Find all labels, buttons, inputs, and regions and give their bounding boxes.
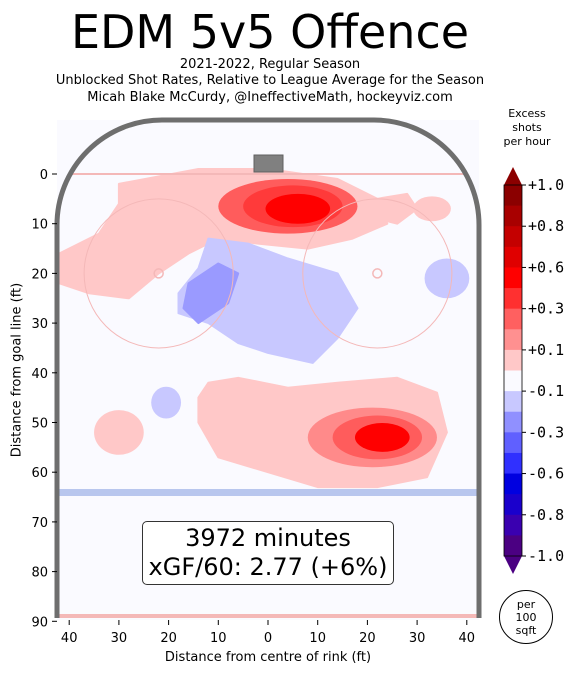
negative-region-small bbox=[151, 386, 182, 419]
colorbar-band bbox=[504, 432, 522, 454]
y-tick-label: 40 bbox=[31, 367, 48, 382]
colorbar-band bbox=[504, 411, 522, 433]
colorbar: +1.0 +0.8 +0.6 +0.3 +0.1 -0.1 -0.3 -0.6 -0.8 -1.0 bbox=[503, 167, 564, 574]
chart-title: EDM 5v5 Offence bbox=[70, 5, 470, 59]
faceoff-dot bbox=[153, 268, 164, 279]
xgf-text: xGF/60: 2.77 (+6%) bbox=[148, 553, 388, 581]
colorbar-band bbox=[504, 391, 522, 413]
colorbar-band bbox=[504, 494, 522, 516]
negative-contour-mid bbox=[182, 262, 240, 325]
x-axis-label: Distance from centre of rink (ft) bbox=[164, 650, 372, 665]
centre-line bbox=[57, 614, 479, 618]
colorbar-band bbox=[504, 246, 522, 268]
axes: 0 10 20 30 40 50 60 70 80 90 40 30 20 10 0 10 20 30 40 bbox=[31, 168, 475, 646]
y-tick-label: 70 bbox=[31, 516, 48, 531]
colorbar-tick-label: -0.3 bbox=[528, 423, 564, 441]
colorbar-max-arrow bbox=[504, 167, 522, 185]
colorbar-title-line: per hour bbox=[503, 135, 551, 148]
colorbar-band bbox=[504, 514, 522, 536]
faceoff-dot bbox=[372, 268, 383, 279]
colorbar-tick-label: +1.0 bbox=[528, 176, 564, 194]
x-tick-label: 10 bbox=[210, 631, 227, 646]
per-area-line: sqft bbox=[515, 624, 537, 637]
shot-density-layer bbox=[58, 168, 470, 489]
minutes-text: 3972 minutes bbox=[185, 524, 351, 552]
per-area-line: 100 bbox=[515, 611, 537, 624]
positive-region-bottom-left bbox=[94, 410, 144, 455]
board-outline bbox=[54, 117, 482, 618]
faceoff-circle bbox=[302, 198, 453, 349]
colorbar-band bbox=[504, 535, 522, 557]
colorbar-tick-label: -0.6 bbox=[528, 465, 564, 483]
colorbar-tick-label: -1.0 bbox=[528, 547, 564, 565]
y-tick-label: 80 bbox=[31, 566, 48, 581]
colorbar-band bbox=[504, 185, 522, 207]
colorbar-tick-label: +0.1 bbox=[528, 341, 564, 359]
x-tick-label: 10 bbox=[309, 631, 326, 646]
x-tick-label: 40 bbox=[61, 631, 78, 646]
negative-region-right bbox=[424, 258, 470, 299]
y-axis-label: Distance from goal line (ft) bbox=[9, 282, 25, 458]
colorbar-frame bbox=[503, 184, 523, 557]
colorbar-band bbox=[504, 308, 522, 330]
x-tick-label: 20 bbox=[359, 631, 376, 646]
rink-markings bbox=[57, 154, 479, 618]
x-tick-label: 30 bbox=[409, 631, 426, 646]
rink-boards bbox=[54, 117, 482, 618]
y-tick-label: 10 bbox=[31, 218, 48, 233]
colorbar-band bbox=[504, 473, 522, 495]
colorbar-title: Excess shots per hour bbox=[500, 107, 554, 149]
colorbar-band bbox=[504, 205, 522, 227]
blue-line bbox=[57, 489, 479, 496]
y-tick-label: 30 bbox=[31, 317, 48, 332]
colorbar-band bbox=[504, 288, 522, 310]
positive-region-top-right bbox=[376, 192, 419, 225]
y-tick-label: 60 bbox=[31, 466, 48, 481]
colorbar-tick-label: -0.1 bbox=[528, 382, 564, 400]
positive-region-small bbox=[413, 196, 451, 222]
x-tick-label: 40 bbox=[459, 631, 476, 646]
subtitle-season: 2021-2022, Regular Season bbox=[179, 57, 361, 72]
colorbar-band bbox=[504, 329, 522, 351]
x-tick-label: 0 bbox=[264, 631, 272, 646]
colorbar-band bbox=[504, 267, 522, 289]
colorbar-band bbox=[504, 349, 522, 371]
colorbar-band bbox=[504, 370, 522, 392]
goal-net bbox=[253, 154, 284, 173]
y-tick-label: 0 bbox=[40, 168, 48, 183]
colorbar-tick-label: -0.8 bbox=[528, 506, 564, 524]
y-tick-label: 20 bbox=[31, 267, 48, 282]
colorbar-title-line: shots bbox=[512, 121, 542, 134]
y-tick-label: 50 bbox=[31, 417, 48, 432]
colorbar-min-arrow bbox=[504, 556, 522, 574]
per-area-badge: per 100 sqft bbox=[499, 590, 553, 644]
positive-contour-core bbox=[265, 193, 331, 224]
x-tick-label: 20 bbox=[160, 631, 177, 646]
x-tick-label: 30 bbox=[111, 631, 128, 646]
colorbar-title-line: Excess bbox=[508, 107, 546, 120]
summary-box: 3972 minutes xGF/60: 2.77 (+6%) bbox=[142, 521, 394, 585]
faceoff-circle bbox=[83, 198, 234, 349]
y-tick-label: 90 bbox=[31, 615, 48, 630]
colorbar-tick-label: +0.6 bbox=[528, 258, 564, 276]
subtitle-author: Micah Blake McCurdy, @IneffectiveMath, h… bbox=[87, 90, 453, 105]
per-area-line: per bbox=[516, 598, 536, 611]
colorbar-band bbox=[504, 226, 522, 248]
colorbar-tick-label: +0.8 bbox=[528, 217, 564, 235]
colorbar-band bbox=[504, 452, 522, 475]
subtitle-metric: Unblocked Shot Rates, Relative to League… bbox=[55, 73, 485, 88]
positive-contour-core bbox=[354, 422, 410, 452]
colorbar-tick-label: +0.3 bbox=[528, 300, 564, 318]
